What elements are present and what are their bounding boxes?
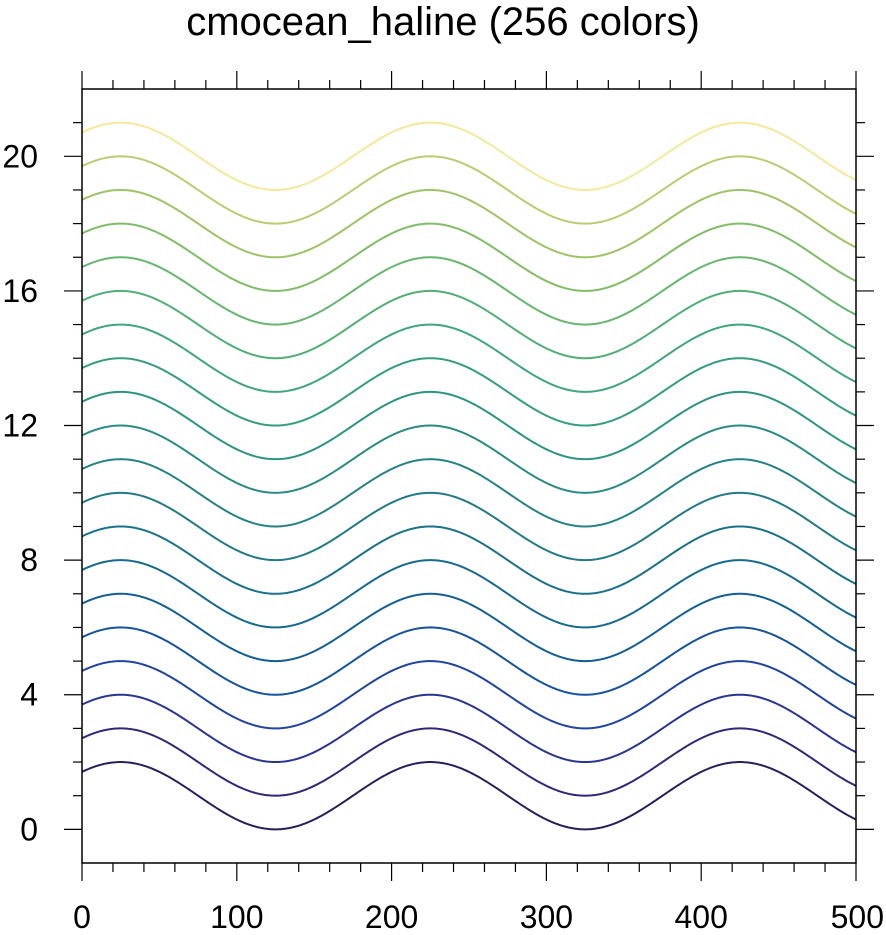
y-tick-label: 12 [2,408,38,444]
series-line-6 [81,592,857,663]
chart-title: cmocean_haline (256 colors) [186,0,700,44]
y-tick-label: 8 [20,542,38,578]
series-line-18 [81,188,857,259]
x-tick-label: 0 [73,899,91,935]
series-line-14 [81,323,857,393]
series-line-12 [81,390,857,461]
x-tick-label: 500 [831,899,884,935]
x-tick-label: 200 [365,899,418,935]
x-tick-label: 300 [520,899,573,935]
y-tick-label: 16 [2,273,38,309]
tick-layer [64,71,874,881]
series-layer [81,121,857,831]
series-line-17 [81,222,857,292]
series-line-13 [81,357,857,427]
series-line-3 [81,693,857,764]
series-line-5 [81,626,857,696]
series-line-8 [81,525,857,595]
x-tick-label: 100 [210,899,263,935]
series-line-16 [81,256,857,326]
series-line-1 [81,761,857,831]
x-tick-label: 400 [675,899,728,935]
series-line-7 [81,559,857,629]
y-tick-label: 0 [20,811,38,847]
y-tick-label: 4 [20,677,38,713]
series-line-15 [81,289,857,360]
series-line-9 [81,491,857,562]
y-tick-label: 20 [2,138,38,174]
tick-label-layer: 0 100 200 300 400 500 0 4 8 12 16 20 [2,138,884,935]
series-line-19 [81,155,857,225]
plot-frame [81,88,857,864]
series-line-10 [81,458,857,528]
series-line-20 [81,121,857,191]
series-line-2 [81,727,857,797]
series-line-4 [81,660,857,730]
series-line-11 [81,424,857,494]
